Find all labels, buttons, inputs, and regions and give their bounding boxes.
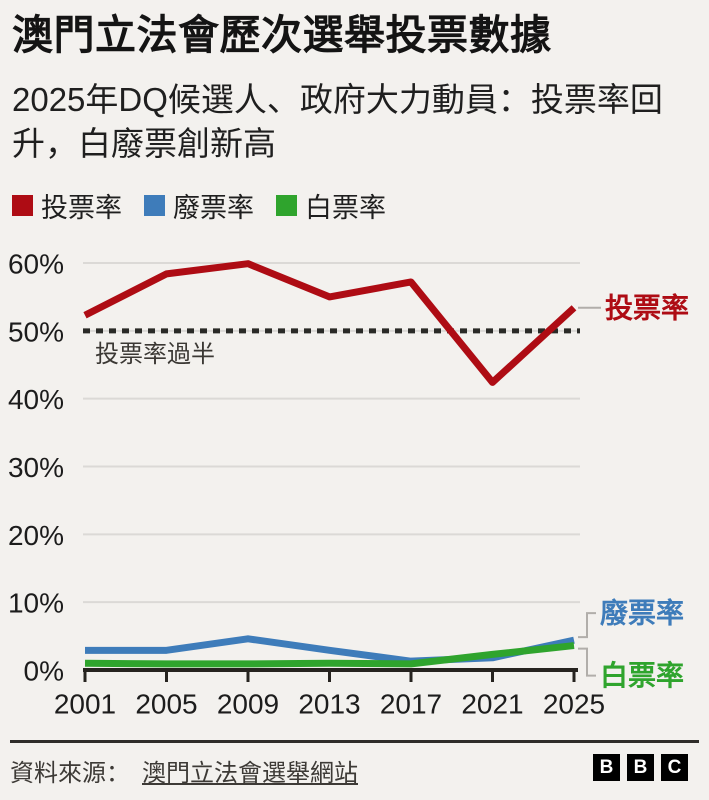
reference-line-label: 投票率過半 [95, 341, 215, 368]
legend: 投票率 廢票率 白票率 [12, 186, 386, 225]
y-axis-tick-label: 40% [8, 384, 64, 415]
source-line: 資料來源： 澳門立法會選舉網站 [10, 753, 358, 788]
source-link[interactable]: 澳門立法會選舉網站 [142, 760, 358, 787]
legend-label: 投票率 [41, 193, 122, 223]
legend-swatch-invalid-icon [144, 195, 165, 216]
page-title: 澳門立法會歷次選舉投票數據 [12, 12, 552, 58]
x-axis-tick-label: 2013 [298, 689, 360, 720]
series-direct-label: 廢票率 [600, 597, 684, 629]
x-axis-tick-label: 2017 [380, 689, 442, 720]
bbc-logo-letter: B [627, 754, 654, 781]
x-axis-tick-label: 2009 [217, 689, 279, 720]
y-axis-tick-label: 10% [8, 588, 64, 619]
y-axis-tick-label: 50% [8, 316, 64, 347]
callout-connector [578, 647, 596, 677]
x-axis-tick-label: 2025 [543, 689, 605, 720]
legend-item-blank: 白票率 [276, 186, 386, 225]
source-label: 資料來源： [10, 760, 130, 787]
legend-label: 廢票率 [173, 193, 254, 223]
x-axis-tick-label: 2021 [461, 689, 523, 720]
footer-divider [10, 740, 699, 743]
x-axis-tick-label: 2001 [54, 689, 116, 720]
series-line-投票率 [83, 260, 577, 386]
series-line-白票率 [84, 642, 575, 668]
y-axis-tick-label: 30% [8, 452, 64, 483]
callout-connector [578, 612, 596, 639]
series-direct-label: 投票率 [605, 291, 689, 323]
chart-subtitle: 2025年DQ候選人、政府大力動員：投票率回升，白廢票創新高 [12, 81, 663, 162]
legend-item-invalid: 廢票率 [144, 186, 254, 225]
legend-swatch-blank-icon [276, 195, 297, 216]
legend-label: 白票率 [305, 193, 386, 223]
bbc-logo: B B C [593, 754, 688, 781]
y-axis-tick-label: 60% [8, 249, 64, 280]
y-axis-tick-label: 20% [8, 520, 64, 551]
line-chart: 0% 10% 20% 30% 40% 50% 60% 投票率過半 2001 2005 2009 201… [8, 249, 689, 720]
legend-swatch-turnout-icon [12, 195, 33, 216]
bbc-logo-letter: B [593, 754, 620, 781]
series-direct-label: 白票率 [600, 659, 684, 691]
x-axis-tick-label: 2005 [135, 689, 197, 720]
y-axis-tick-label: 0% [24, 656, 64, 687]
bbc-logo-letter: C [661, 754, 688, 781]
series-line-廢票率 [85, 635, 575, 665]
legend-item-turnout: 投票率 [12, 186, 122, 225]
